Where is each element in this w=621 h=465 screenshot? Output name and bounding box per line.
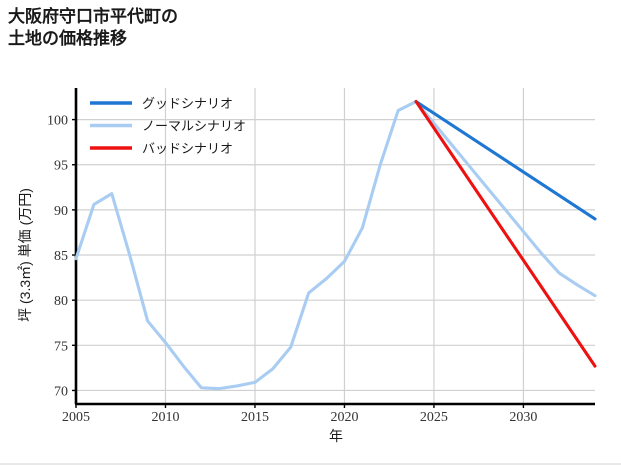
y-axis-title: 坪 (3.3㎡) 単価 (万円) xyxy=(17,188,33,322)
y-tick-label: 95 xyxy=(54,159,68,174)
x-tick-label: 2010 xyxy=(151,410,179,425)
axis-lines-group xyxy=(74,88,595,406)
x-tick-label: 2020 xyxy=(330,410,358,425)
gridlines-group xyxy=(75,88,595,404)
legend-label-2: バッドシナリオ xyxy=(142,141,233,156)
y-tick-label: 70 xyxy=(54,384,68,399)
data-series-group xyxy=(74,99,597,391)
bottom-divider xyxy=(0,463,621,465)
series-line-グッドシナリオ xyxy=(414,99,597,221)
series-line-バッドシナリオ xyxy=(414,99,597,368)
x-tick-label: 2030 xyxy=(509,410,537,425)
legend-label-0: グッドシナリオ xyxy=(142,96,233,111)
y-tick-label: 100 xyxy=(47,114,68,129)
x-tick-label: 2005 xyxy=(62,410,90,425)
x-axis-title: 年 xyxy=(329,428,343,444)
series-line-ノーマルシナリオ xyxy=(74,99,597,391)
x-tick-labels-group: 2005 2010 2015 2020 2025 2030 xyxy=(62,404,537,425)
x-tick-label: 2025 xyxy=(420,410,448,425)
y-tick-label: 75 xyxy=(54,339,68,354)
y-tick-label: 85 xyxy=(54,249,68,264)
x-tick-label: 2015 xyxy=(241,410,269,425)
legend-label-1: ノーマルシナリオ xyxy=(142,119,246,134)
y-tick-label: 90 xyxy=(54,204,68,219)
chart-title: 大阪府守口市平代町の 土地の価格推移 xyxy=(8,7,178,49)
y-tick-labels-group: 70 75 80 85 90 95 100 xyxy=(47,114,76,399)
y-tick-label: 80 xyxy=(54,294,68,309)
